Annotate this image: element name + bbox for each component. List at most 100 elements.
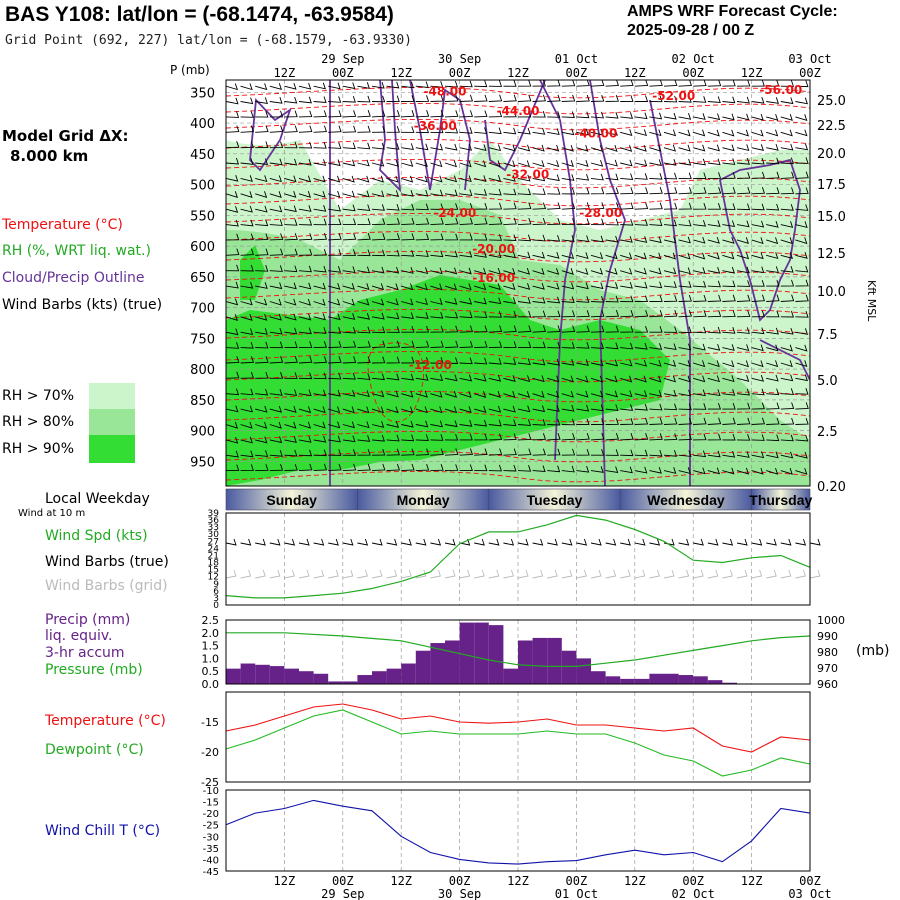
- wind-barb: [240, 356, 255, 364]
- cloud-outline: [718, 158, 801, 322]
- wind-barb: [547, 268, 560, 275]
- label-dewpoint: Dewpoint (°C): [45, 742, 144, 758]
- wind-barb: [357, 190, 370, 198]
- wind-barb: [561, 160, 574, 167]
- wind-barb: [371, 204, 385, 211]
- wind-barb: [649, 359, 662, 367]
- wind-barb: [386, 283, 399, 291]
- temperature-contour: [226, 230, 810, 243]
- wind-barb: [371, 81, 385, 89]
- wind-barb: [707, 172, 722, 179]
- wind-barb: [634, 309, 649, 318]
- wind-barb: [634, 236, 648, 243]
- wind-barb: [386, 110, 401, 118]
- wind-barb-true: [576, 538, 588, 546]
- wind-barb: [284, 389, 298, 396]
- precip-bar: [634, 678, 650, 684]
- wind-barb-grid: [328, 569, 339, 579]
- wind-barb: [401, 298, 414, 306]
- dewpoint-line: [225, 709, 811, 777]
- wind-barb: [561, 80, 576, 87]
- wind-barb: [474, 189, 488, 196]
- wind-barb-grid: [736, 569, 748, 579]
- temperature-contour: [226, 470, 810, 483]
- wind-barb-grid: [795, 569, 806, 579]
- precip-bar: [342, 681, 358, 684]
- pressure-tick-label: 550: [190, 209, 215, 224]
- wind-barb: [328, 340, 342, 349]
- wind-barb: [678, 95, 692, 103]
- wind-barb-grid: [225, 569, 237, 579]
- wind-barb: [634, 359, 647, 367]
- wind-barb: [313, 435, 327, 443]
- wind-barb: [386, 143, 400, 150]
- wind-barb: [736, 402, 751, 410]
- wind-barb: [795, 143, 809, 151]
- wind-barb: [561, 310, 576, 318]
- wind-barb: [707, 144, 720, 152]
- wind-barb: [255, 450, 269, 457]
- wind-barb: [313, 218, 327, 226]
- wind-barb: [298, 265, 312, 273]
- wind-barb: [736, 266, 750, 274]
- wind-barb: [503, 174, 516, 182]
- wind-barb: [357, 283, 370, 290]
- wind-barb: [430, 434, 444, 441]
- wind-barb: [298, 282, 312, 290]
- wind-barb: [284, 233, 298, 241]
- wind-barb: [386, 126, 400, 133]
- windchill-tick: -30: [203, 832, 219, 843]
- legend-wind: Wind Barbs (kts) (true): [2, 297, 163, 313]
- wind-barb: [488, 175, 502, 182]
- wind-barb: [430, 160, 443, 168]
- wind-barb: [766, 237, 779, 245]
- temperature-contour-label: -36.00: [414, 119, 457, 133]
- wind-barb: [547, 390, 560, 398]
- wind-speed-line: [225, 514, 811, 599]
- temperature-contour: [226, 328, 810, 341]
- wind-barb: [401, 233, 415, 241]
- wind-barb: [415, 175, 428, 183]
- wind-barb: [386, 190, 399, 198]
- wind-barb: [517, 325, 532, 333]
- wind-barb: [576, 296, 590, 303]
- wind-barb: [503, 80, 517, 87]
- wind-barb: [328, 96, 342, 103]
- kft-tick-label: 0.20: [817, 480, 846, 495]
- wind-barb: [678, 144, 691, 152]
- wind-barb: [255, 191, 268, 198]
- wind-barb: [634, 129, 647, 137]
- wind-barb: [634, 390, 648, 398]
- wind-barb: [226, 191, 239, 198]
- wind-barb: [342, 159, 356, 167]
- wind-barb: [576, 111, 590, 119]
- wind-barb: [722, 158, 736, 165]
- wind-barb: [751, 434, 765, 441]
- wind-barb: [298, 406, 312, 414]
- wind-barb-true: [722, 538, 734, 546]
- wind-barb: [503, 433, 517, 441]
- wind-barb-grid: [517, 569, 529, 579]
- wind-barb: [298, 96, 312, 104]
- wind-barb: [751, 294, 766, 302]
- wind-barb: [313, 449, 327, 457]
- wind-barb: [751, 310, 765, 318]
- wind-barb: [269, 219, 283, 226]
- wind-barb: [663, 159, 677, 166]
- wind-barb: [430, 283, 443, 291]
- wind-barb: [620, 433, 634, 441]
- wind-barb: [269, 265, 283, 272]
- wind-barb: [517, 465, 532, 472]
- wind-barb: [284, 463, 298, 472]
- wind-barb-true: [459, 538, 471, 546]
- wind-barb: [459, 94, 474, 102]
- top-date-label: 03 Oct: [788, 52, 831, 66]
- wind-barb: [605, 80, 620, 87]
- wind-barb-grid: [459, 569, 471, 579]
- wind-barb: [430, 267, 443, 275]
- temperature-contour: [226, 370, 810, 383]
- wind-speed-tick: 15: [208, 566, 219, 576]
- wind-speed-tick: 39: [208, 509, 220, 519]
- wind-barb: [357, 266, 371, 274]
- wind-barb: [357, 356, 371, 364]
